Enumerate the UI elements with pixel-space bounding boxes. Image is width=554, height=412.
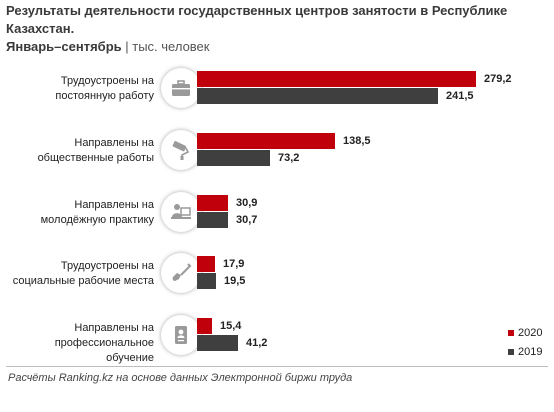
bar-2020 (197, 195, 228, 211)
legend-label: 2019 (518, 346, 543, 358)
value-label-2020: 17,9 (223, 258, 245, 270)
category-label-line: Направлены на (74, 199, 154, 211)
legend-item-2019: 2019 (508, 346, 542, 358)
title-line-1: Результаты деятельности государственных … (6, 3, 508, 36)
shovel-icon (169, 261, 193, 285)
id-card-icon (169, 323, 193, 347)
value-label-2019: 241,5 (446, 90, 474, 102)
category-label-line: социальные рабочие места (12, 275, 154, 287)
category-label-line: Трудоустроены на (60, 75, 154, 87)
value-label-2019: 73,2 (278, 152, 300, 164)
footer-divider (6, 366, 548, 367)
laptop-user-icon (169, 200, 193, 224)
category-label-line: постоянную работу (55, 90, 154, 102)
category-label: Трудоустроены на постоянную работу (4, 74, 154, 104)
legend-swatch (508, 349, 514, 356)
chart-title: Результаты деятельности государственных … (6, 2, 546, 56)
source-note: Расчёты Ranking.kz на основе данных Элек… (8, 372, 353, 384)
value-label-2019: 30,7 (236, 214, 258, 226)
title-line-2: Январь–сентябрь | тыс. человек (6, 38, 546, 56)
category-label-line: молодёжную практику (40, 214, 154, 226)
value-label-2020: 138,5 (343, 135, 371, 147)
paint-roller-icon (169, 138, 193, 162)
bar-2019 (197, 88, 438, 104)
category-badge (161, 68, 201, 108)
category-label: Направлены на общественные работы (4, 136, 154, 166)
briefcase-icon (169, 76, 193, 100)
bar-2020 (197, 318, 212, 334)
category-label-line: профессиональное обучение (54, 337, 154, 364)
bar-2019 (197, 273, 216, 289)
category-badge (161, 253, 201, 293)
bar-2019 (197, 335, 238, 351)
bar-2019 (197, 150, 270, 166)
legend-item-2020: 2020 (508, 327, 542, 339)
category-label: Трудоустроены на социальные рабочие места (4, 259, 154, 289)
value-label-2019: 41,2 (246, 337, 268, 349)
category-label: Направлены на профессиональное обучение (4, 321, 154, 366)
category-label-line: общественные работы (37, 152, 154, 164)
bar-2020 (197, 133, 335, 149)
legend-swatch (508, 330, 514, 337)
title-period: Январь–сентябрь (6, 39, 122, 54)
category-badge (161, 315, 201, 355)
value-label-2020: 30,9 (236, 197, 258, 209)
legend-label: 2020 (518, 327, 543, 339)
bar-2019 (197, 212, 228, 228)
category-label-line: Направлены на (74, 322, 154, 334)
title-unit: | тыс. человек (121, 39, 210, 54)
value-label-2019: 19,5 (224, 275, 246, 287)
category-badge (161, 130, 201, 170)
category-badge (161, 192, 201, 232)
category-label-line: Направлены на (74, 137, 154, 149)
value-label-2020: 279,2 (484, 73, 512, 85)
category-label: Направлены на молодёжную практику (4, 198, 154, 228)
value-label-2020: 15,4 (220, 320, 242, 332)
bar-2020 (197, 256, 215, 272)
category-label-line: Трудоустроены на (60, 260, 154, 272)
bar-2020 (197, 71, 476, 87)
